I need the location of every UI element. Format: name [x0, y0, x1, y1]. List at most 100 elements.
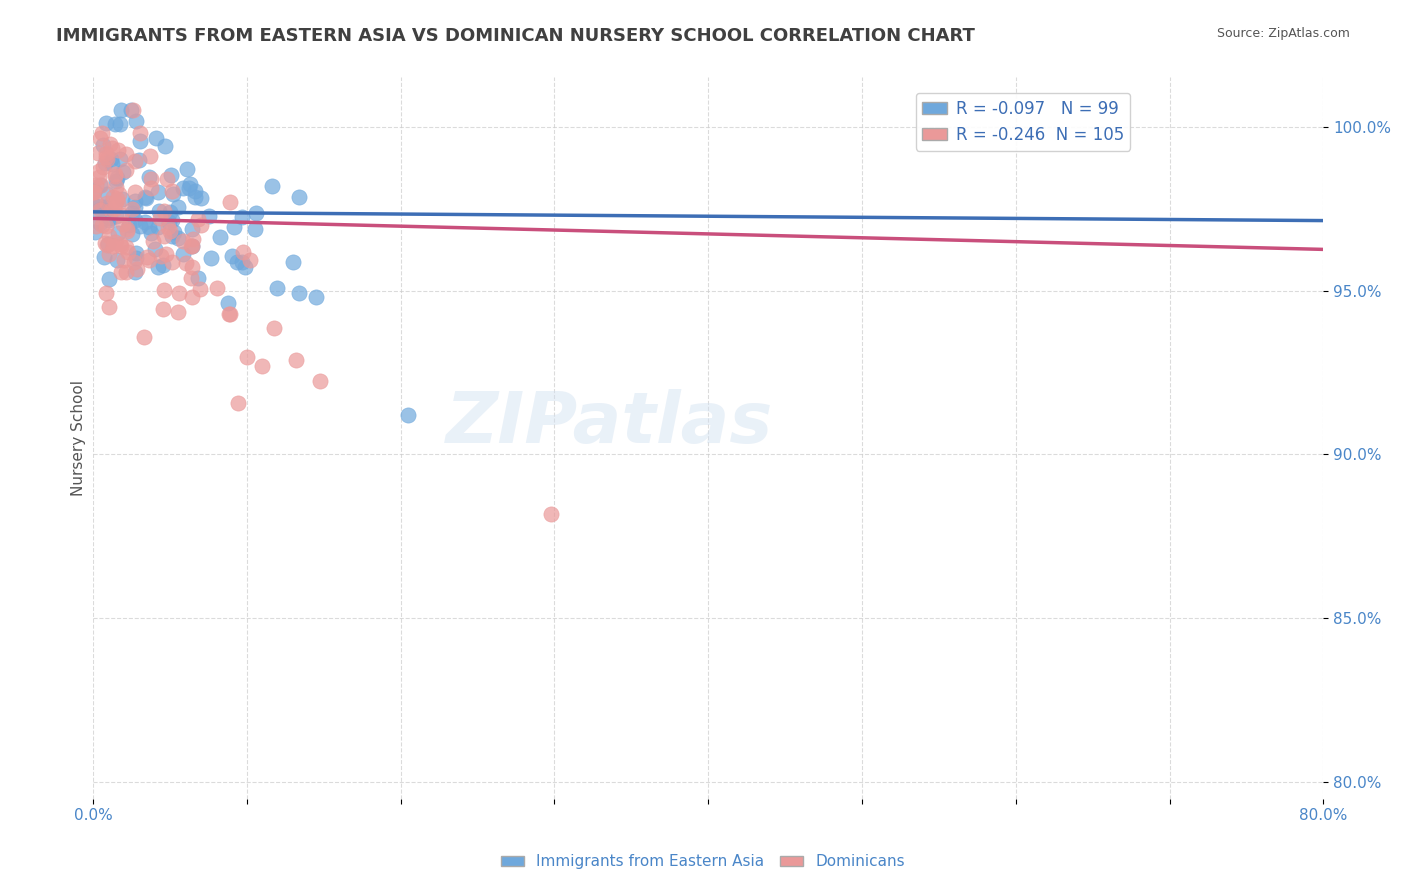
- Point: [87, 145, 110, 160]
- Point: [121, 202, 143, 216]
- Point: [180, 260, 202, 274]
- Point: [101, 190, 124, 204]
- Point: [231, 255, 253, 269]
- Point: [91, 160, 114, 174]
- Text: IMMIGRANTS FROM EASTERN ASIA VS DOMINICAN NURSERY SCHOOL CORRELATION CHART: IMMIGRANTS FROM EASTERN ASIA VS DOMINICA…: [56, 27, 976, 45]
- Point: [124, 213, 146, 227]
- Point: [284, 352, 307, 367]
- Point: [287, 286, 309, 301]
- Text: Source: ZipAtlas.com: Source: ZipAtlas.com: [1216, 27, 1350, 40]
- Point: [153, 139, 176, 153]
- Point: [190, 218, 212, 232]
- Point: [218, 307, 240, 321]
- Point: [160, 184, 183, 198]
- Point: [105, 193, 128, 207]
- Point: [107, 227, 129, 241]
- Point: [96, 238, 118, 252]
- Point: [157, 215, 180, 229]
- Point: [167, 230, 190, 244]
- Point: [122, 254, 145, 268]
- Point: [250, 359, 273, 373]
- Point: [156, 219, 179, 234]
- Point: [134, 190, 156, 204]
- Point: [121, 206, 143, 220]
- Point: [396, 408, 419, 422]
- Point: [172, 246, 194, 260]
- Point: [146, 260, 169, 275]
- Point: [115, 147, 138, 161]
- Point: [180, 290, 202, 304]
- Point: [110, 208, 132, 222]
- Point: [287, 190, 309, 204]
- Point: [179, 181, 201, 195]
- Point: [107, 143, 129, 157]
- Point: [114, 163, 136, 178]
- Point: [167, 200, 190, 214]
- Point: [172, 234, 194, 248]
- Point: [128, 135, 150, 149]
- Point: [105, 194, 128, 209]
- Point: [96, 186, 118, 201]
- Point: [110, 103, 132, 118]
- Legend: Immigrants from Eastern Asia, Dominicans: Immigrants from Eastern Asia, Dominicans: [495, 848, 911, 875]
- Point: [160, 229, 183, 244]
- Point: [98, 212, 121, 227]
- Point: [124, 251, 146, 265]
- Point: [115, 224, 138, 238]
- Point: [83, 225, 105, 239]
- Point: [111, 192, 134, 206]
- Point: [188, 282, 211, 296]
- Point: [104, 169, 127, 183]
- Point: [135, 191, 157, 205]
- Point: [82, 186, 104, 200]
- Point: [198, 209, 221, 223]
- Point: [125, 245, 148, 260]
- Text: ZIPatlas: ZIPatlas: [446, 389, 773, 458]
- Point: [124, 186, 146, 200]
- Point: [162, 186, 184, 201]
- Point: [152, 229, 174, 244]
- Point: [100, 141, 122, 155]
- Point: [105, 174, 128, 188]
- Point: [93, 250, 115, 264]
- Point: [91, 219, 114, 233]
- Point: [128, 153, 150, 167]
- Point: [84, 219, 107, 233]
- Point: [100, 136, 122, 151]
- Point: [231, 210, 253, 224]
- Point: [110, 265, 132, 279]
- Point: [156, 171, 179, 186]
- Point: [221, 250, 243, 264]
- Point: [108, 187, 131, 202]
- Point: [121, 227, 143, 241]
- Point: [97, 237, 120, 252]
- Point: [152, 283, 174, 297]
- Point: [94, 285, 117, 300]
- Point: [139, 181, 162, 195]
- Point: [190, 191, 212, 205]
- Point: [309, 374, 332, 388]
- Point: [149, 249, 172, 263]
- Point: [139, 149, 162, 163]
- Point: [266, 281, 288, 295]
- Point: [260, 178, 283, 193]
- Point: [172, 181, 194, 195]
- Point: [305, 290, 328, 304]
- Point: [94, 145, 117, 160]
- Point: [217, 296, 239, 310]
- Point: [124, 200, 146, 214]
- Point: [115, 264, 138, 278]
- Point: [105, 253, 128, 268]
- Point: [235, 351, 257, 365]
- Point: [159, 204, 181, 219]
- Point: [98, 247, 121, 261]
- Point: [148, 220, 170, 235]
- Point: [87, 164, 110, 178]
- Point: [125, 113, 148, 128]
- Point: [134, 215, 156, 229]
- Point: [187, 270, 209, 285]
- Point: [125, 262, 148, 277]
- Point: [167, 285, 190, 300]
- Point: [226, 255, 249, 269]
- Point: [120, 103, 142, 118]
